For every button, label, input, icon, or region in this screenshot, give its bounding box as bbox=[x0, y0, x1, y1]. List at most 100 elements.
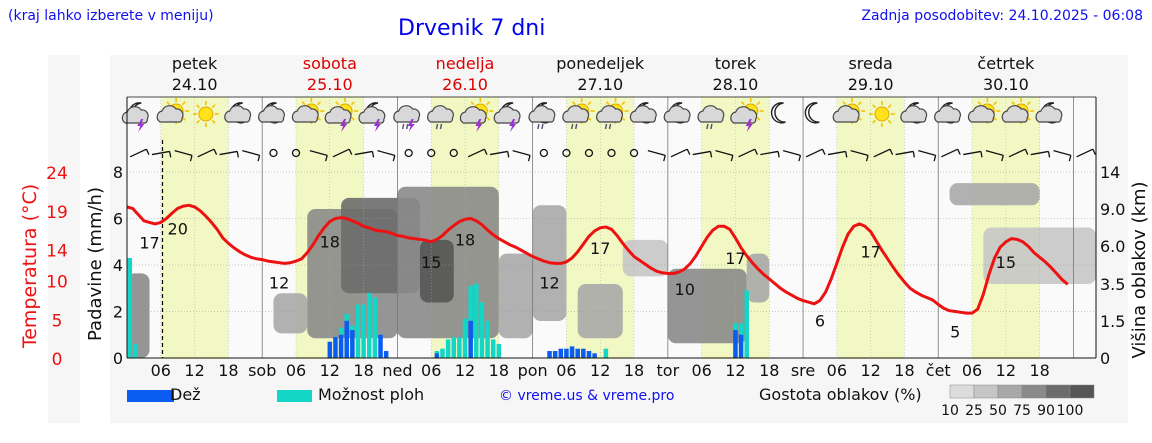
shower-bar bbox=[344, 313, 349, 321]
wind-calm-symbol bbox=[607, 148, 616, 158]
x-tick-label: 18 bbox=[489, 361, 509, 380]
x-tick-label: pon bbox=[518, 361, 548, 380]
temperature-label: 17 bbox=[590, 239, 610, 258]
cloud-density-swatch bbox=[1045, 384, 1071, 399]
temperature-label: 5 bbox=[950, 323, 960, 342]
wind-barb-symbol bbox=[1030, 150, 1051, 158]
moon-cloud-icon bbox=[224, 102, 252, 124]
cloud-rain-thunder-icon bbox=[393, 105, 421, 132]
wind-barb-symbol bbox=[963, 150, 983, 158]
day-date: 29.10 bbox=[848, 75, 894, 94]
wind-calm-symbol bbox=[629, 148, 639, 158]
x-tick-label: 12 bbox=[590, 361, 610, 380]
x-tick-label: 12 bbox=[725, 361, 745, 380]
wind-barb-symbol bbox=[985, 150, 1004, 162]
x-tick-label: ned bbox=[382, 361, 412, 380]
day-date: 25.10 bbox=[307, 75, 353, 94]
temperature-tick-label: 5 bbox=[52, 311, 63, 331]
cloud-height-tick-label: 6.0 bbox=[1100, 237, 1125, 256]
page-title: Drvenik 7 dni bbox=[398, 16, 546, 41]
rain-bar bbox=[468, 320, 473, 358]
day-date: 27.10 bbox=[577, 75, 623, 94]
x-tick-label: 06 bbox=[962, 361, 982, 380]
cloud-density-level: 90 bbox=[1037, 403, 1055, 419]
sun-cloud-icon bbox=[832, 98, 866, 124]
sun-thunder-icon bbox=[324, 98, 359, 132]
shower-bar bbox=[445, 339, 451, 358]
moon-rain-icon bbox=[528, 102, 556, 130]
shower-legend-label: Možnost ploh bbox=[318, 385, 425, 404]
moon-cloud-icon bbox=[1035, 102, 1063, 124]
wind-calm-symbol bbox=[291, 148, 301, 158]
rain-bar bbox=[592, 353, 597, 358]
location-hint[interactable]: (kraj lahko izberete v meniju) bbox=[8, 8, 214, 24]
rain-bar bbox=[733, 330, 738, 358]
shower-bar bbox=[440, 348, 445, 358]
cloud-density-block bbox=[622, 239, 668, 277]
moon-thunder-icon bbox=[121, 102, 149, 132]
rain-bar bbox=[547, 351, 552, 358]
shower-bar bbox=[474, 283, 479, 358]
rain-bar bbox=[378, 334, 383, 358]
wind-barb-symbol bbox=[1008, 148, 1029, 158]
day-date: 24.10 bbox=[172, 75, 218, 94]
copyright-link[interactable]: © vreme.us & vreme.pro bbox=[499, 388, 675, 404]
moon-cloud-icon bbox=[258, 102, 285, 124]
cloud-height-tick-label: 1.5 bbox=[1100, 312, 1125, 331]
rain-bar bbox=[738, 334, 744, 358]
cloud-density-block bbox=[949, 183, 1040, 206]
cloud-density-block bbox=[746, 253, 770, 303]
x-tick-label: 18 bbox=[218, 361, 238, 380]
day-name: četrtek bbox=[977, 54, 1035, 73]
left-axis-panel bbox=[48, 55, 80, 423]
shower-bar bbox=[479, 302, 485, 358]
wind-calm-symbol bbox=[449, 148, 458, 158]
temperature-axis-title: Temperatura (°C) bbox=[19, 184, 41, 349]
wind-barb-symbol bbox=[309, 150, 328, 162]
shower-bar bbox=[434, 351, 440, 354]
x-tick-label: 18 bbox=[353, 361, 373, 380]
moon-cloud-icon bbox=[629, 102, 657, 124]
x-tick-label: 06 bbox=[421, 361, 441, 380]
shower-bar bbox=[366, 292, 372, 358]
wind-barb-symbol bbox=[219, 150, 239, 158]
x-tick-label: 12 bbox=[860, 361, 880, 380]
rain-bar bbox=[434, 353, 440, 358]
wind-barb-symbol bbox=[377, 150, 396, 162]
day-date: 26.10 bbox=[442, 75, 488, 94]
cloud-density-level: 10 bbox=[941, 403, 959, 419]
cloud-density-level: 100 bbox=[1057, 403, 1084, 419]
cloud-density-block bbox=[498, 253, 533, 339]
wind-barb-symbol bbox=[151, 150, 172, 158]
rain-bar bbox=[552, 351, 558, 358]
wind-barb-symbol bbox=[850, 150, 869, 162]
wind-barb-symbol bbox=[489, 150, 510, 158]
cloud-height-axis-title: Višina oblakov (km) bbox=[1129, 181, 1150, 358]
shower-bar bbox=[372, 297, 378, 358]
x-tick-label: 12 bbox=[184, 361, 204, 380]
temperature-tick-label: 24 bbox=[46, 164, 68, 184]
wind-barb-symbol bbox=[354, 150, 375, 158]
shower-bar bbox=[738, 323, 744, 335]
wind-barb-symbol bbox=[174, 150, 193, 162]
x-tick-label: 18 bbox=[1029, 361, 1049, 380]
cloud-density-block bbox=[577, 284, 623, 339]
cloud-rain-icon bbox=[427, 105, 454, 130]
day-date: 28.10 bbox=[713, 75, 759, 94]
temperature-label: 15 bbox=[421, 253, 441, 272]
temperature-label: 15 bbox=[996, 253, 1016, 272]
shower-bar bbox=[361, 304, 366, 358]
shower-bar bbox=[355, 304, 361, 358]
shower-legend-swatch bbox=[277, 390, 312, 402]
x-tick-label: 12 bbox=[455, 361, 475, 380]
wind-barb-symbol bbox=[332, 148, 353, 158]
day-name: sobota bbox=[303, 54, 357, 73]
moon-thunder-icon bbox=[358, 102, 386, 132]
x-tick-label: tor bbox=[657, 361, 680, 380]
x-tick-label: 06 bbox=[151, 361, 171, 380]
moon-cloud-icon bbox=[934, 102, 961, 124]
shower-bar bbox=[451, 337, 457, 358]
rain-bar bbox=[558, 348, 564, 358]
x-tick-label: 06 bbox=[691, 361, 711, 380]
rain-bar bbox=[338, 334, 344, 358]
